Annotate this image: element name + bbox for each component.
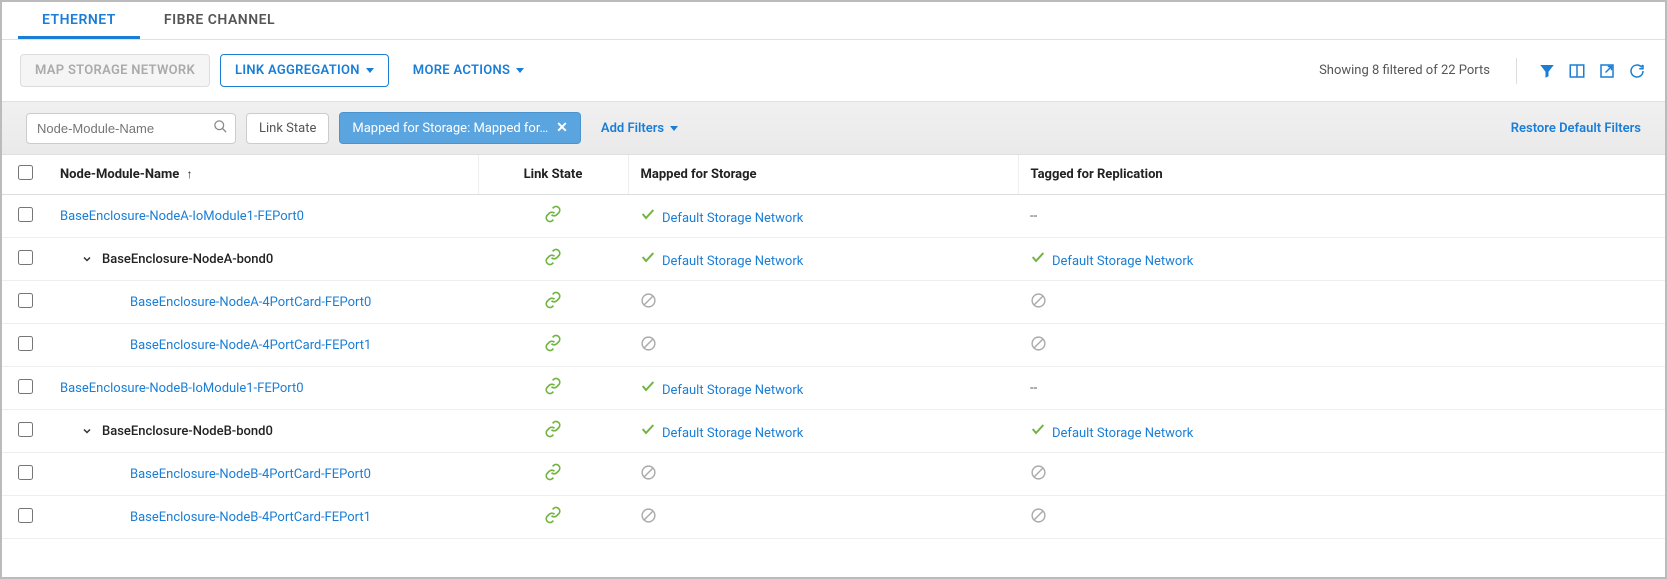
refresh-icon[interactable] <box>1627 61 1647 81</box>
filter-chip-link-state[interactable]: Link State <box>246 113 329 144</box>
dash-label: -- <box>1030 381 1037 396</box>
columns-icon[interactable] <box>1567 61 1587 81</box>
restore-default-filters[interactable]: Restore Default Filters <box>1511 121 1641 136</box>
link-state-icon <box>544 248 562 270</box>
link-state-icon <box>544 506 562 528</box>
row-checkbox[interactable] <box>18 207 33 222</box>
row-name[interactable]: BaseEnclosure-NodeA-4PortCard-FEPort0 <box>130 295 371 310</box>
table-row: BaseEnclosure-NodeB-4PortCard-FEPort1 <box>2 496 1665 539</box>
row-checkbox[interactable] <box>18 250 33 265</box>
not-applicable-icon <box>640 470 657 485</box>
not-applicable-icon <box>1030 298 1047 313</box>
storage-network-link[interactable]: Default Storage Network <box>1052 254 1193 269</box>
not-applicable-icon <box>640 298 657 313</box>
table-row: BaseEnclosure-NodeA-4PortCard-FEPort0 <box>2 281 1665 324</box>
table-row: BaseEnclosure-NodeB-bond0 Default Storage… <box>2 410 1665 453</box>
showing-count: Showing 8 filtered of 22 Ports <box>1319 63 1490 78</box>
filter-chip-mapped-storage[interactable]: Mapped for Storage: Mapped for… ✕ <box>339 112 581 144</box>
row-checkbox[interactable] <box>18 508 33 523</box>
check-icon <box>1030 426 1046 441</box>
row-checkbox[interactable] <box>18 293 33 308</box>
table-row: BaseEnclosure-NodeA-bond0 Default Storage… <box>2 238 1665 281</box>
toolbar: MAP STORAGE NETWORK LINK AGGREGATION MOR… <box>2 40 1665 101</box>
storage-network-link[interactable]: Default Storage Network <box>662 211 803 226</box>
filter-chip-mapped-label: Mapped for Storage: Mapped for… <box>352 121 548 136</box>
storage-network-link[interactable]: Default Storage Network <box>1052 426 1193 441</box>
check-icon <box>640 254 656 269</box>
row-name[interactable]: BaseEnclosure-NodeA-4PortCard-FEPort1 <box>130 338 371 353</box>
storage-network-link[interactable]: Default Storage Network <box>662 254 803 269</box>
table-row: BaseEnclosure-NodeB-IoModule1-FEPort0 Def… <box>2 367 1665 410</box>
storage-network-link[interactable]: Default Storage Network <box>662 426 803 441</box>
table-row: BaseEnclosure-NodeA-4PortCard-FEPort1 <box>2 324 1665 367</box>
column-header-name[interactable]: Node-Module-Name ↑ <box>48 155 478 195</box>
row-name: BaseEnclosure-NodeB-bond0 <box>102 424 273 439</box>
chevron-down-icon[interactable] <box>80 253 94 265</box>
row-name[interactable]: BaseEnclosure-NodeA-IoModule1-FEPort0 <box>60 209 304 224</box>
link-state-icon <box>544 463 562 485</box>
search-icon[interactable] <box>213 119 228 138</box>
link-state-icon <box>544 205 562 227</box>
check-icon <box>1030 254 1046 269</box>
link-state-icon <box>544 291 562 313</box>
sort-ascending-icon: ↑ <box>187 167 193 181</box>
row-name: BaseEnclosure-NodeA-bond0 <box>102 252 273 267</box>
row-checkbox[interactable] <box>18 465 33 480</box>
export-icon[interactable] <box>1597 61 1617 81</box>
filter-bar: Link State Mapped for Storage: Mapped fo… <box>2 101 1665 155</box>
close-icon[interactable]: ✕ <box>556 120 568 136</box>
search-box <box>26 113 236 144</box>
column-header-link-state[interactable]: Link State <box>478 155 628 195</box>
select-all-checkbox[interactable] <box>18 165 33 180</box>
more-actions-button[interactable]: MORE ACTIONS <box>399 55 538 86</box>
column-header-name-label: Node-Module-Name <box>60 167 179 182</box>
row-name[interactable]: BaseEnclosure-NodeB-IoModule1-FEPort0 <box>60 381 304 396</box>
not-applicable-icon <box>1030 513 1047 528</box>
check-icon <box>640 383 656 398</box>
filter-icon[interactable] <box>1537 61 1557 81</box>
chevron-down-icon <box>516 68 524 73</box>
row-name[interactable]: BaseEnclosure-NodeB-4PortCard-FEPort1 <box>130 510 371 525</box>
chevron-down-icon <box>670 126 678 131</box>
ports-table: Node-Module-Name ↑ Link State Mapped for… <box>2 155 1665 539</box>
link-state-icon <box>544 420 562 442</box>
check-icon <box>640 426 656 441</box>
tab-ethernet[interactable]: ETHERNET <box>18 2 140 39</box>
storage-network-link[interactable]: Default Storage Network <box>662 383 803 398</box>
row-name[interactable]: BaseEnclosure-NodeB-4PortCard-FEPort0 <box>130 467 371 482</box>
link-state-icon <box>544 377 562 399</box>
row-checkbox[interactable] <box>18 379 33 394</box>
table-row: BaseEnclosure-NodeB-4PortCard-FEPort0 <box>2 453 1665 496</box>
not-applicable-icon <box>1030 341 1047 356</box>
not-applicable-icon <box>640 513 657 528</box>
table-row: BaseEnclosure-NodeA-IoModule1-FEPort0 Def… <box>2 195 1665 238</box>
row-checkbox[interactable] <box>18 422 33 437</box>
chevron-down-icon[interactable] <box>80 425 94 437</box>
chevron-down-icon <box>366 68 374 73</box>
divider <box>1516 58 1517 84</box>
check-icon <box>640 211 656 226</box>
more-actions-label: MORE ACTIONS <box>413 63 510 78</box>
search-input[interactable] <box>26 113 236 144</box>
map-storage-network-button: MAP STORAGE NETWORK <box>20 54 210 87</box>
dash-label: -- <box>1030 209 1037 224</box>
tab-bar: ETHERNET FIBRE CHANNEL <box>2 2 1665 40</box>
not-applicable-icon <box>640 341 657 356</box>
tab-fibre-channel[interactable]: FIBRE CHANNEL <box>140 2 299 39</box>
column-header-tagged[interactable]: Tagged for Replication <box>1018 155 1665 195</box>
add-filters-button[interactable]: Add Filters <box>591 114 688 143</box>
column-header-mapped[interactable]: Mapped for Storage <box>628 155 1018 195</box>
link-aggregation-button[interactable]: LINK AGGREGATION <box>220 54 389 87</box>
link-state-icon <box>544 334 562 356</box>
add-filters-label: Add Filters <box>601 121 664 136</box>
not-applicable-icon <box>1030 470 1047 485</box>
row-checkbox[interactable] <box>18 336 33 351</box>
link-aggregation-label: LINK AGGREGATION <box>235 63 360 78</box>
